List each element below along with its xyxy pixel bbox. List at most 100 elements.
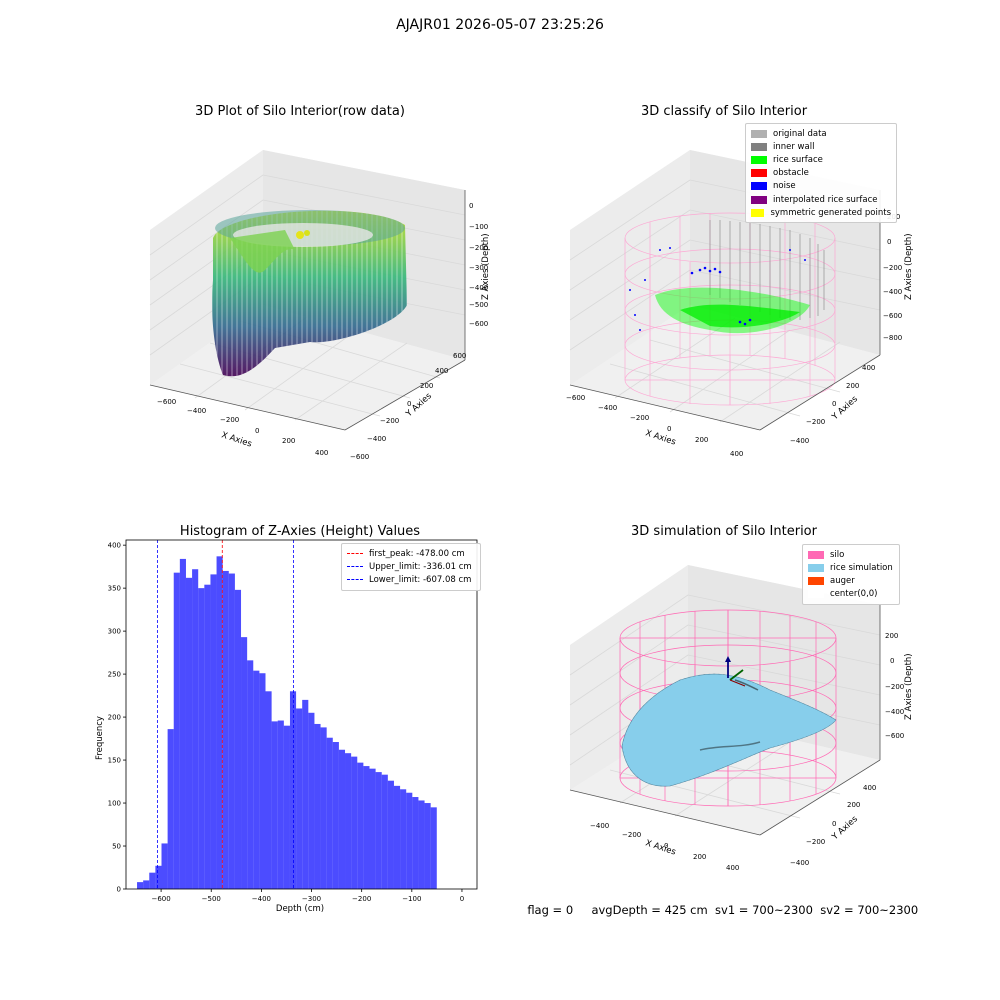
raw-ztick-label: 0 — [469, 202, 473, 210]
y-tick-label: 300 — [108, 628, 121, 636]
y-tick-label: 150 — [108, 757, 121, 765]
classify-ytick-label: 200 — [846, 382, 859, 390]
histogram-bar — [296, 708, 303, 889]
histogram-bar — [198, 588, 205, 889]
classify-x-axis-label: X Axies — [644, 428, 677, 447]
raw-ytick-label: −400 — [367, 435, 386, 443]
histogram-bar — [234, 589, 242, 889]
classify-legend-item: symmetric generated points — [751, 206, 891, 219]
raw-ytick-label: 600 — [453, 352, 466, 360]
raw-ztick-label: −400 — [469, 284, 488, 292]
histogram-bar — [332, 742, 339, 889]
simulation-legend: silo rice simulation auger center(0,0) — [802, 544, 900, 605]
classify-legend: original data inner wall rice surface obsta… — [745, 123, 897, 224]
classify-legend-item: original data — [751, 127, 891, 140]
y-tick-label: 100 — [108, 800, 121, 808]
raw-ytick-label: −200 — [380, 417, 399, 425]
simulation-ztick-label: −200 — [885, 683, 904, 691]
simulation-xtick-label: 200 — [693, 853, 706, 861]
simulation-xtick-label: 0 — [664, 842, 668, 850]
x-tick-label: 0 — [460, 895, 464, 903]
histogram-bar — [173, 572, 180, 889]
histogram-bar — [137, 882, 144, 889]
simulation-ytick-label: 400 — [863, 784, 876, 792]
classify-ztick-label: −800 — [883, 334, 902, 342]
classify-xtick-label: 400 — [730, 450, 743, 458]
simulation-legend-swatch — [808, 550, 824, 559]
classify-xtick-label: 200 — [695, 436, 708, 444]
raw-ytick-label: 0 — [407, 400, 411, 408]
histogram-legend-label: Upper_limit: -336.01 cm — [369, 561, 472, 572]
histogram-bar — [228, 573, 235, 889]
classify-legend-swatch — [751, 195, 767, 204]
histogram-bar — [185, 577, 193, 889]
raw-3d-plot: −600 −400 −200 0 200 400 600 400 200 0 −… — [149, 150, 491, 461]
classify-legend-label: rice surface — [773, 154, 823, 165]
classify-legend-label: inner wall — [773, 141, 815, 152]
simulation-ytick-label: 0 — [832, 820, 836, 828]
classify-xtick-label: −600 — [566, 394, 585, 402]
histogram-legend-label: first_peak: -478.00 cm — [369, 548, 465, 559]
classify-legend-swatch — [751, 129, 767, 138]
raw-ztick-label: −200 — [469, 244, 488, 252]
raw-xtick-label: 200 — [282, 437, 295, 445]
histogram-legend-line — [347, 553, 363, 555]
classify-ytick-label: −200 — [806, 418, 825, 426]
histogram-legend-label: Lower_limit: -607.08 cm — [369, 574, 472, 585]
histogram-bar — [259, 673, 266, 889]
histogram-ylabel: Frequency — [95, 716, 105, 760]
simulation-legend-item: center(0,0) — [808, 588, 894, 601]
histogram-bar — [424, 803, 431, 889]
classify-legend-item: inner wall — [751, 140, 891, 153]
classify-plot-title: 3D classify of Silo Interior — [640, 104, 808, 119]
classify-legend-item: noise — [751, 180, 891, 193]
histogram-bar — [161, 843, 168, 889]
x-tick-label: −500 — [202, 895, 221, 903]
simulation-3d-plot: −400 −200 0 200 400 400 200 0 −200 −400 … — [569, 565, 914, 872]
simulation-ztick-label: 200 — [885, 632, 898, 640]
figure-title: AJAJR01 2026-05-07 23:25:26 — [396, 17, 604, 33]
classify-legend-label: original data — [773, 128, 827, 139]
classify-legend-label: interpolated rice surface — [773, 194, 878, 205]
histogram-bar — [400, 789, 407, 889]
histogram-bar — [204, 584, 211, 889]
histogram-bar — [363, 766, 370, 889]
raw-ztick-label: −500 — [469, 301, 488, 309]
classify-z-axis-label: Z Axies (Depth) — [904, 233, 914, 300]
raw-xtick-label: 0 — [255, 427, 259, 435]
histogram-bar — [210, 574, 217, 889]
histogram-bar — [265, 691, 272, 889]
histogram-bar — [326, 737, 333, 889]
simulation-legend-label: center(0,0) — [830, 589, 878, 600]
histogram-bar — [302, 699, 309, 889]
classify-legend-item: rice surface — [751, 153, 891, 166]
classify-ztick-label: −200 — [883, 264, 902, 272]
plot-frame — [125, 539, 478, 890]
histogram-bar — [149, 872, 156, 889]
classify-xtick-label: −400 — [598, 404, 617, 412]
sv1-text: sv1 = 700~2300 — [715, 903, 813, 917]
histogram-legend-line — [347, 579, 363, 581]
simulation-xtick-label: 400 — [726, 864, 739, 872]
histogram-bar — [308, 712, 315, 889]
simulation-ytick-label: −200 — [806, 838, 825, 846]
simulation-ztick-label: −600 — [885, 732, 904, 740]
y-tick-label: 0 — [117, 886, 121, 894]
x-tick-label: −600 — [151, 895, 170, 903]
y-tick-label: 50 — [112, 843, 121, 851]
raw-x-axis-label: X Axies — [220, 430, 253, 449]
histogram-bar — [253, 670, 260, 889]
classify-legend-label: symmetric generated points — [770, 207, 891, 218]
simulation-legend-item: auger — [808, 574, 894, 587]
simulation-ztick-label: −400 — [885, 708, 904, 716]
classify-legend-swatch — [751, 169, 767, 178]
simulation-plot-title: 3D simulation of Silo Interior — [631, 524, 817, 539]
simulation-xtick-label: −400 — [590, 822, 609, 830]
histogram-legend: first_peak: -478.00 cm Upper_limit: -336.… — [341, 543, 481, 591]
histogram-bar — [222, 570, 229, 889]
avg-depth-text: avgDepth = 425 cm — [591, 903, 708, 917]
raw-ztick-label: −300 — [469, 264, 488, 272]
raw-ztick-label: −100 — [469, 223, 488, 231]
classify-legend-swatch — [751, 208, 765, 217]
histogram-xlabel: Depth (cm) — [276, 904, 324, 914]
